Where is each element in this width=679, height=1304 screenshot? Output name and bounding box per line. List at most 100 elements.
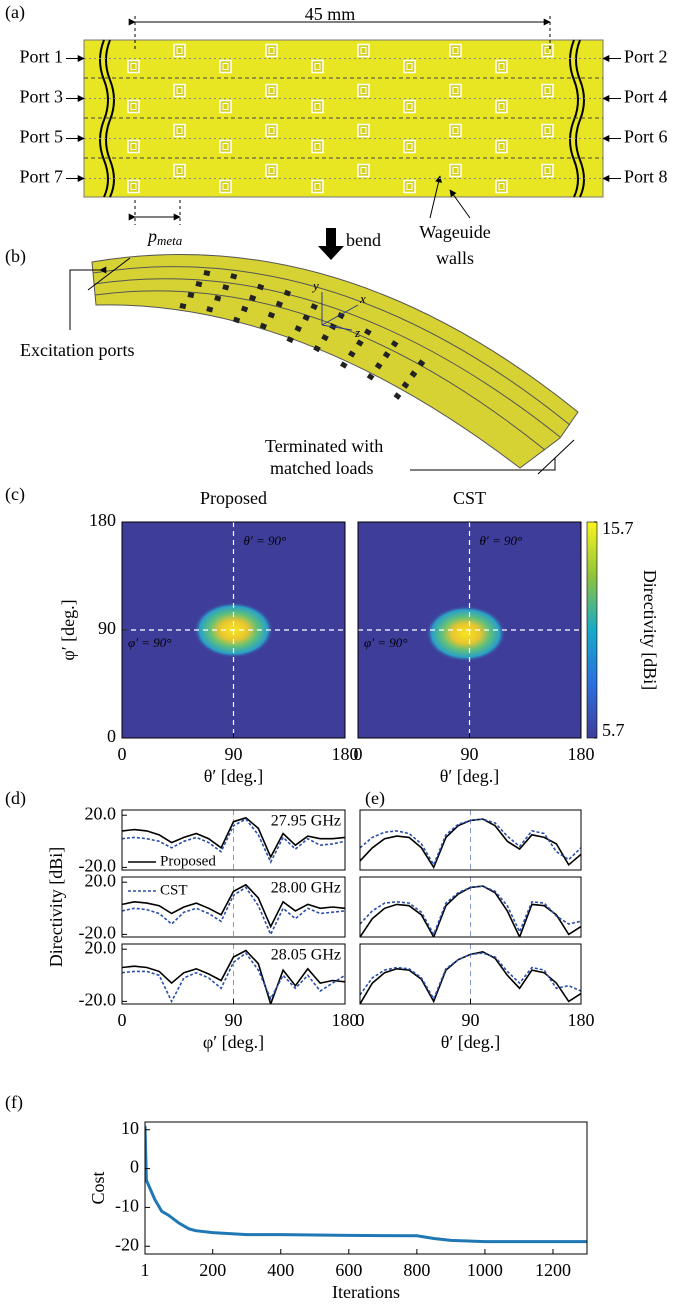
unit-cell	[219, 59, 232, 74]
walls-arrow	[429, 175, 442, 219]
x-tick-label: 90	[462, 1010, 480, 1030]
unit-cell	[265, 123, 278, 138]
unit-cell	[311, 179, 324, 194]
series-line	[122, 818, 345, 865]
unit-cell	[449, 43, 462, 58]
unit-cell-slot	[360, 87, 367, 94]
bent-board	[91, 254, 579, 469]
bent-cell	[313, 344, 321, 353]
unit-cell	[449, 123, 462, 138]
series-line	[122, 951, 345, 1004]
bend-label: bend	[346, 230, 381, 250]
excitation-label: Excitation ports	[20, 340, 134, 360]
break-mark	[105, 39, 115, 198]
bent-cell	[401, 381, 410, 389]
port-bracket	[87, 257, 131, 291]
x-tick-label: 1000	[467, 1260, 503, 1280]
y-tick-label: -20.0	[79, 856, 117, 876]
dimension: 45 mm	[305, 4, 356, 24]
y-tick-label: 20.0	[85, 870, 117, 890]
bent-wall	[93, 278, 561, 438]
unit-cell-slot	[406, 63, 413, 70]
unit-cell-slot	[406, 103, 413, 110]
y-tick-label: -20	[115, 1234, 139, 1254]
x-axis-label: Iterations	[332, 1282, 400, 1302]
unit-cell	[173, 123, 186, 138]
walls-label: walls	[436, 248, 474, 268]
unit-cell-slot	[360, 47, 367, 54]
bent-cell	[339, 361, 348, 369]
y-axis-label: Directivity [dBi]	[46, 847, 66, 967]
bent-cell	[417, 359, 426, 367]
unit-cell	[541, 163, 554, 178]
bent-cell	[355, 339, 364, 347]
y-tick-label: 20.0	[85, 803, 117, 823]
unit-cell	[495, 139, 508, 154]
bent-cell	[393, 392, 402, 400]
panel-title: Proposed	[200, 488, 267, 508]
y-tick-label: 0	[130, 1157, 139, 1177]
unit-cell	[311, 59, 324, 74]
unit-cell-slot	[130, 183, 137, 190]
unit-cells	[127, 43, 554, 194]
bent-cell	[195, 281, 203, 288]
x-axis-label: θ′ [deg.]	[204, 766, 264, 786]
unit-cell	[265, 83, 278, 98]
unit-cell-slot	[544, 167, 551, 174]
plot-frame	[121, 809, 346, 871]
x-tick-label: 90	[225, 744, 243, 764]
bent-cell	[294, 325, 302, 333]
frequency-label: 27.95 GHz	[271, 813, 341, 830]
walls-label: Wageuide	[419, 222, 491, 242]
unit-cell	[449, 83, 462, 98]
y-tick-label: 90	[98, 618, 116, 638]
unit-cell	[127, 139, 140, 154]
unit-cell-slot	[544, 127, 551, 134]
unit-cell-slot	[130, 143, 137, 150]
unit-cell	[495, 99, 508, 114]
unit-cell-slot	[406, 143, 413, 150]
bent-cell	[321, 333, 329, 342]
period-sub: meta	[157, 233, 183, 248]
unit-cell-slot	[498, 183, 505, 190]
bent-cell	[275, 300, 284, 308]
y-tick-label: -10	[115, 1196, 139, 1216]
x-tick-label: 800	[403, 1260, 430, 1280]
bent-cell	[310, 303, 318, 311]
unit-cell	[265, 43, 278, 58]
annotation: θ′ = 90°	[480, 533, 523, 548]
x-tick-label: 90	[461, 744, 479, 764]
x-tick-label: 1	[141, 1260, 150, 1280]
port-label: Port 6	[624, 127, 668, 147]
unit-cell	[265, 163, 278, 178]
unit-cell	[311, 99, 324, 114]
unit-cell	[219, 179, 232, 194]
annotation: φ′ = 90°	[364, 635, 408, 650]
bent-cell	[382, 351, 391, 359]
break-mark	[99, 39, 109, 198]
x-tick-label: 0	[356, 1010, 365, 1030]
unit-cell-slot	[268, 47, 275, 54]
axis-letter: z	[354, 325, 360, 340]
series-line	[122, 816, 345, 859]
bent-cell	[283, 289, 292, 297]
unit-cell-slot	[498, 103, 505, 110]
bent-cell	[409, 370, 418, 378]
unit-cell	[495, 179, 508, 194]
unit-cell	[541, 83, 554, 98]
bent-cell	[206, 306, 214, 313]
unit-cell	[127, 59, 140, 74]
unit-cell-slot	[314, 63, 321, 70]
panel-label: (b)	[5, 246, 26, 267]
axis-letter: y	[311, 278, 319, 293]
unit-cell-slot	[360, 167, 367, 174]
unit-cell	[127, 99, 140, 114]
unit-cell-slot	[452, 47, 459, 54]
frequency-label: 28.05 GHz	[271, 947, 341, 964]
x-tick-label: 200	[199, 1260, 226, 1280]
unit-cell-slot	[222, 63, 229, 70]
bent-wall	[94, 290, 546, 451]
port-label: Port 5	[19, 127, 63, 147]
unit-cell	[357, 163, 370, 178]
